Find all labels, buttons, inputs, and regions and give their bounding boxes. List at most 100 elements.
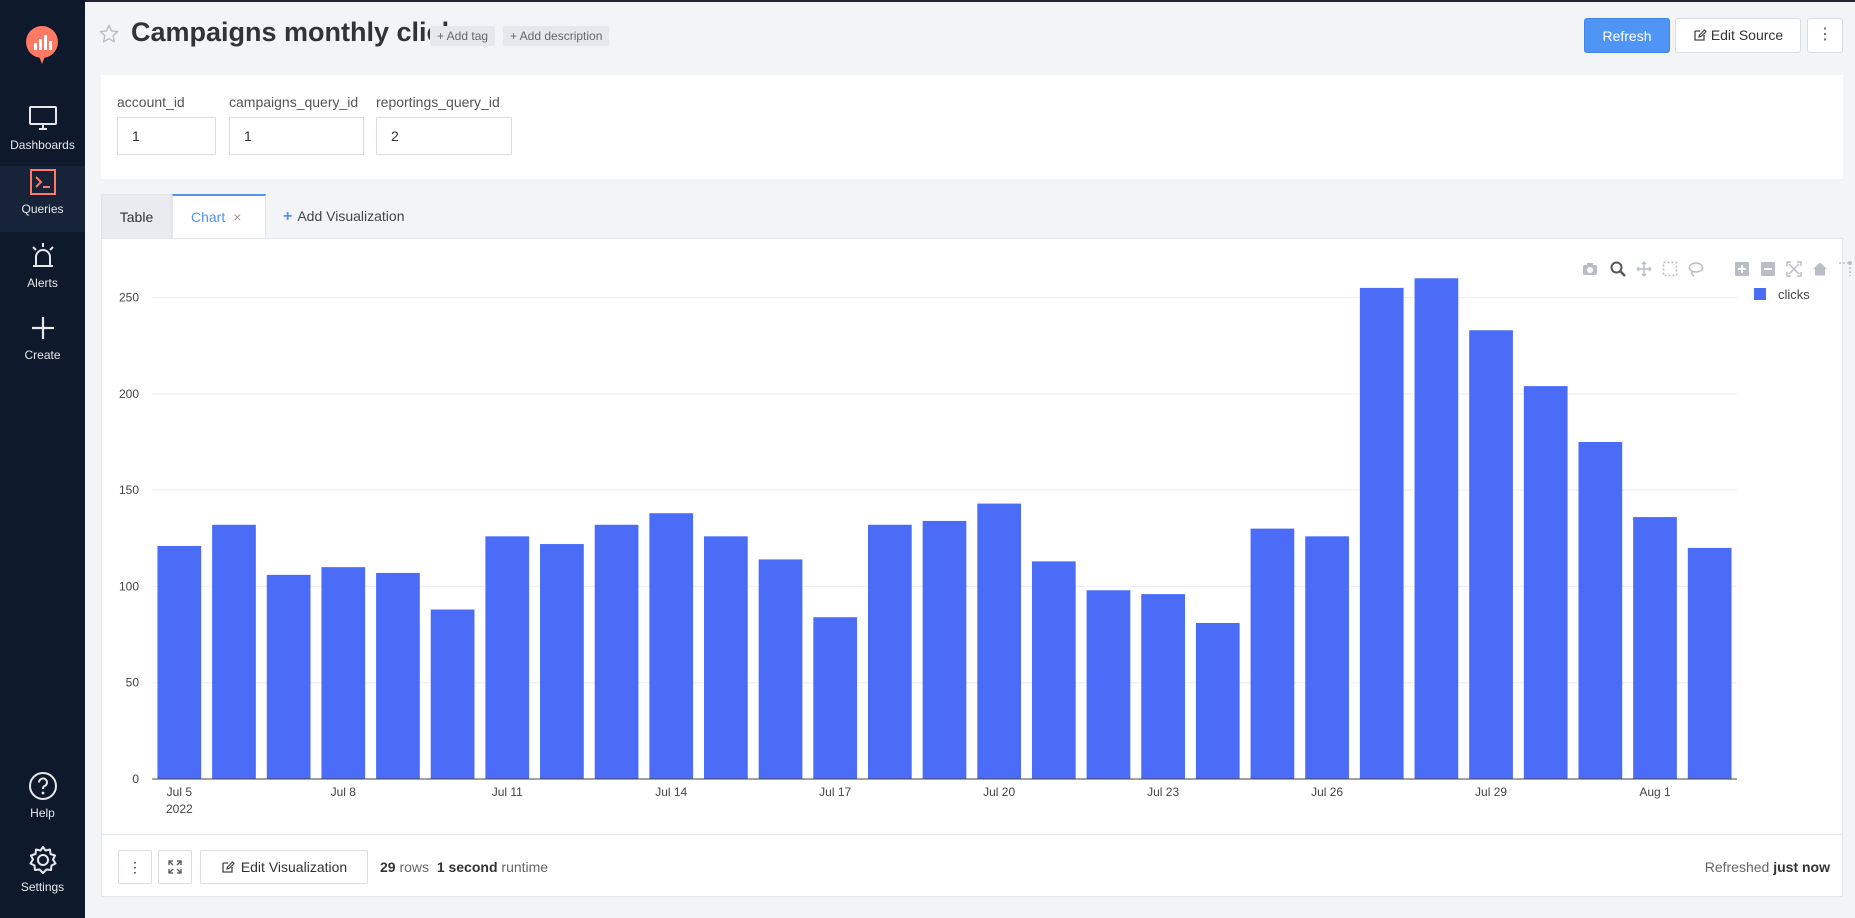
param-input-reportings-query-id[interactable]: 2: [376, 117, 512, 155]
edit-source-button[interactable]: Edit Source: [1675, 18, 1801, 53]
bar[interactable]: [704, 536, 748, 779]
sidebar-item-queries[interactable]: Queries: [0, 166, 85, 232]
x-tick-label: Jul 17: [819, 785, 851, 799]
bar[interactable]: [1687, 547, 1732, 779]
sidebar-item-create[interactable]: Create: [0, 312, 85, 378]
sidebar-item-label: Queries: [21, 202, 64, 216]
x-tick-label: Jul 8: [331, 785, 357, 799]
refresh-button[interactable]: Refresh: [1584, 18, 1670, 53]
x-tick-label: Jul 5: [167, 785, 193, 799]
edit-icon: [222, 861, 235, 873]
x-tick-year-label: 2022: [166, 802, 193, 816]
rows-label: rows: [399, 859, 430, 875]
bar[interactable]: [1414, 278, 1459, 779]
param-input-account-id[interactable]: 1: [117, 117, 216, 155]
y-tick-label: 150: [119, 483, 139, 497]
footer-more-button[interactable]: ⋮: [118, 850, 152, 884]
terminal-icon: [29, 169, 56, 195]
bar[interactable]: [922, 520, 967, 779]
x-tick-label: Jul 23: [1147, 785, 1179, 799]
bar[interactable]: [485, 536, 530, 779]
bar[interactable]: [1141, 594, 1185, 779]
param-label-account-id: account_id: [117, 94, 185, 110]
pan-icon[interactable]: [1636, 261, 1652, 277]
tab-table[interactable]: Table: [101, 194, 172, 238]
sidebar-item-help[interactable]: Help: [0, 770, 85, 836]
visualization-footer: ⋮ Edit Visualization 29 rows 1 second ru…: [101, 835, 1843, 897]
bar[interactable]: [1086, 590, 1131, 779]
bar[interactable]: [540, 544, 584, 779]
edit-source-label: Edit Source: [1710, 27, 1784, 43]
bar[interactable]: [1578, 441, 1623, 779]
zoom-icon[interactable]: [1610, 261, 1626, 277]
close-tab-icon[interactable]: ×: [233, 209, 242, 225]
sidebar-item-label: Create: [24, 348, 61, 362]
zoom-in-icon[interactable]: [1734, 261, 1750, 277]
bar[interactable]: [157, 545, 202, 779]
sidebar-item-settings[interactable]: Settings: [0, 844, 85, 910]
camera-icon[interactable]: [1582, 261, 1598, 277]
expand-icon: [168, 860, 182, 874]
rows-count: 29: [380, 859, 396, 875]
bar[interactable]: [1250, 528, 1295, 779]
box-select-icon[interactable]: [1662, 261, 1678, 277]
bar[interactable]: [1195, 623, 1240, 779]
bar[interactable]: [867, 524, 912, 779]
param-input-campaigns-query-id[interactable]: 1: [229, 117, 364, 155]
bar[interactable]: [376, 572, 420, 779]
lasso-select-icon[interactable]: [1688, 261, 1704, 277]
redash-logo[interactable]: [22, 24, 62, 64]
bar[interactable]: [1469, 330, 1513, 779]
sidebar-item-dashboards[interactable]: Dashboards: [0, 102, 85, 168]
fullscreen-button[interactable]: [158, 850, 192, 884]
rows-runtime-status: 29 rows 1 second runtime: [380, 859, 548, 875]
page-title[interactable]: Campaigns monthly click: [131, 17, 457, 47]
tab-chart[interactable]: Chart ×: [172, 194, 266, 238]
bar-chart[interactable]: 0 50 100 150 200 250 Jul 5 2022 Jul 8 Jul 11 Jul 1…: [102, 239, 1842, 834]
chart-legend[interactable]: clicks: [1754, 287, 1810, 302]
bar[interactable]: [977, 503, 1022, 779]
bar[interactable]: [1523, 386, 1568, 779]
bar[interactable]: [1305, 536, 1349, 779]
alarm-icon: [31, 243, 54, 267]
bar[interactable]: [430, 609, 475, 779]
home-icon[interactable]: [1812, 261, 1828, 277]
sidebar-item-label: Settings: [20, 880, 65, 894]
runtime-value: 1 second: [436, 859, 498, 875]
sidebar-item-label: Dashboards: [10, 138, 75, 152]
gear-icon: [29, 846, 56, 874]
bar[interactable]: [813, 617, 858, 779]
plus-icon: [31, 317, 54, 339]
autoscale-icon[interactable]: [1786, 261, 1802, 277]
runtime-label: runtime: [501, 859, 549, 875]
x-tick-label: Jul 14: [655, 785, 687, 799]
zoom-out-icon[interactable]: [1760, 261, 1776, 277]
add-description-button[interactable]: + Add description: [503, 26, 610, 46]
add-visualization-label: Add Visualization: [297, 208, 405, 224]
chart-panel: 0 50 100 150 200 250 Jul 5 2022 Jul 8 Jul 11 Jul 1…: [101, 238, 1852, 835]
bar[interactable]: [1633, 517, 1677, 779]
sidebar-item-alerts[interactable]: Alerts: [0, 240, 85, 306]
refreshed-label: Refreshed: [1704, 859, 1770, 875]
y-tick-label: 50: [126, 676, 140, 690]
legend-label: clicks: [1778, 287, 1810, 302]
edit-icon: [1694, 29, 1707, 41]
refreshed-value: just now: [1773, 859, 1830, 875]
bar[interactable]: [649, 513, 694, 779]
bar[interactable]: [321, 567, 366, 779]
bar[interactable]: [594, 524, 639, 779]
spike-lines-icon[interactable]: [1838, 261, 1854, 277]
x-tick-label: Jul 29: [1475, 785, 1507, 799]
add-visualization-button[interactable]: + Add Visualization: [283, 194, 405, 238]
more-options-button[interactable]: ⋮: [1807, 18, 1843, 53]
y-tick-label: 250: [119, 291, 139, 305]
edit-visualization-label: Edit Visualization: [240, 859, 348, 875]
bar[interactable]: [1031, 561, 1076, 779]
bar[interactable]: [1359, 287, 1404, 779]
bar[interactable]: [758, 559, 803, 779]
favorite-star-icon[interactable]: [98, 23, 120, 45]
add-tag-button[interactable]: + Add tag: [430, 26, 496, 46]
edit-visualization-button[interactable]: Edit Visualization: [200, 850, 368, 884]
bar[interactable]: [212, 524, 256, 779]
bar[interactable]: [266, 574, 311, 779]
